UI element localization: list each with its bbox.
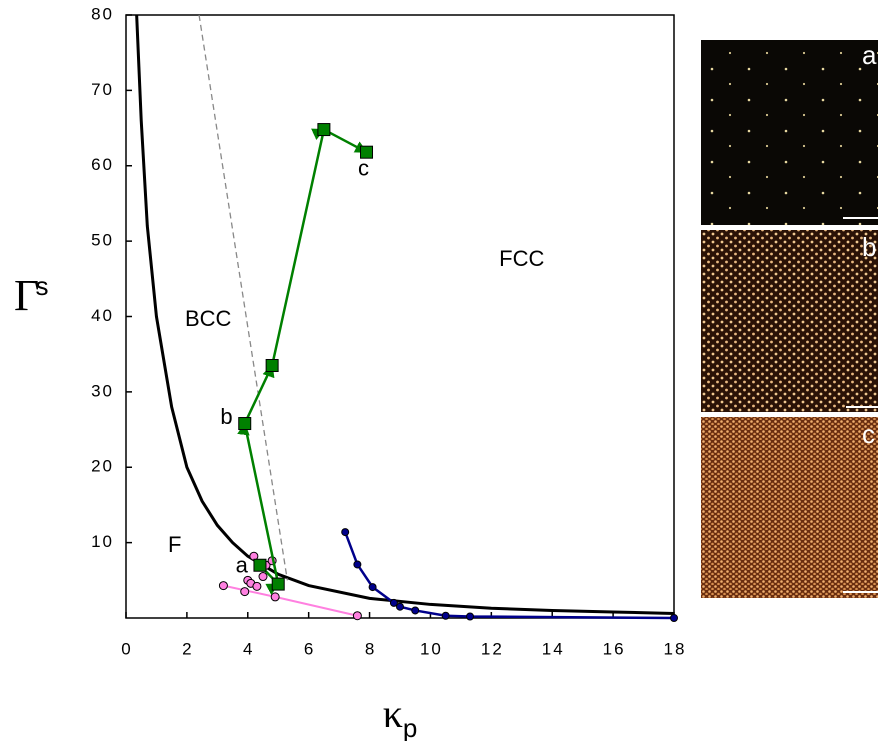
y-tick-label: 80 [91, 4, 114, 23]
x-tick-label: 4 [243, 639, 254, 658]
point [441, 611, 450, 620]
x-tick-label: 8 [365, 639, 376, 658]
x-tick-label: 16 [603, 639, 626, 658]
panel-label: c [862, 419, 875, 449]
point [240, 587, 250, 597]
panel-label: a [862, 40, 877, 70]
annotation: BCC [185, 306, 232, 331]
point [352, 611, 362, 621]
point [341, 528, 350, 537]
panel-image [701, 417, 878, 598]
point [389, 598, 398, 607]
x-axis-label: κp [383, 691, 418, 741]
x-tick-label: 6 [304, 639, 315, 658]
annotation: c [358, 155, 369, 180]
point [270, 592, 280, 602]
y-tick-label: 20 [91, 457, 114, 476]
panel-label: b [862, 232, 876, 262]
x-tick-label: 2 [182, 639, 193, 658]
x-tick-label: 10 [420, 639, 443, 658]
y-tick-label: 50 [91, 231, 114, 250]
point [265, 358, 279, 372]
y-tick-label: 30 [91, 381, 114, 400]
y-tick-label: 10 [91, 532, 114, 551]
point [317, 123, 331, 137]
y-tick-label: 60 [91, 155, 114, 174]
y-tick-label: 40 [91, 306, 114, 325]
point [396, 602, 404, 611]
x-tick-label: 18 [664, 639, 687, 658]
point [353, 560, 362, 569]
annotation: FCC [499, 246, 544, 271]
point [411, 606, 420, 615]
micrographs: a b c [701, 40, 878, 598]
point [253, 558, 267, 572]
point [368, 583, 377, 592]
series-line [198, 14, 288, 581]
annotation: F [168, 532, 181, 557]
point [218, 581, 228, 591]
point [466, 612, 475, 621]
annotation: a [236, 553, 249, 578]
point [670, 614, 678, 622]
x-tick-label: 14 [542, 639, 565, 658]
point [258, 572, 268, 582]
point [252, 581, 262, 591]
x-tick-label: 0 [121, 639, 132, 658]
point [271, 577, 285, 591]
panel-image [701, 40, 878, 225]
y-tick-label: 70 [91, 80, 114, 99]
x-tick-label: 12 [481, 639, 504, 658]
y-axis-label: Γs [14, 271, 48, 320]
series-line [237, 127, 368, 595]
point [238, 417, 252, 431]
annotation: b [220, 404, 232, 429]
panel-image [701, 230, 878, 412]
point [360, 145, 374, 159]
